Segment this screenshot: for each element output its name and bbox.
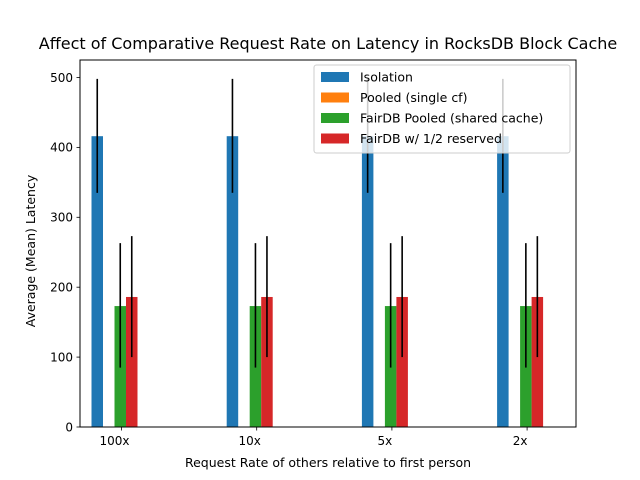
chart-title: Affect of Comparative Request Rate on La… <box>39 34 617 53</box>
legend-label: Isolation <box>360 70 413 85</box>
legend-swatch <box>321 133 349 144</box>
legend: Isolation Pooled (single cf) FairDB Pooled… <box>313 64 571 154</box>
y-axis-ticks: 0 100 200 300 400 500 <box>50 71 80 434</box>
x-axis-ticks: 100x 10x 5x 2x <box>99 427 528 448</box>
bar <box>261 296 273 427</box>
axes-frame <box>79 59 577 428</box>
x-tick-label: 10x <box>239 434 261 448</box>
x-tick-label: 100x <box>99 434 129 448</box>
legend-swatch <box>321 113 349 123</box>
bar <box>396 296 408 427</box>
legend-label: FairDB Pooled (shared cache) <box>360 111 543 126</box>
legend-swatch <box>321 92 349 103</box>
bar <box>361 136 374 427</box>
bar <box>531 296 544 427</box>
bar <box>497 136 509 427</box>
y-axis-label: Average (Mean) Latency <box>23 174 38 327</box>
y-tick-label: 200 <box>50 280 73 294</box>
x-tick-label: 2x <box>513 434 528 448</box>
legend-label: FairDB w/ 1/2 reserved <box>360 131 502 146</box>
y-tick-label: 500 <box>50 71 73 85</box>
y-tick-label: 0 <box>65 420 73 434</box>
legend-label: Pooled (single cf) <box>360 90 467 105</box>
y-tick-label: 400 <box>50 141 73 155</box>
bar <box>126 296 138 427</box>
bar <box>226 136 239 427</box>
y-tick-label: 300 <box>50 211 73 225</box>
bar <box>91 136 103 427</box>
legend-box <box>313 64 571 154</box>
x-tick-label: 5x <box>378 434 393 448</box>
x-axis-label: Request Rate of others relative to first… <box>185 455 471 470</box>
y-tick-label: 100 <box>50 350 73 364</box>
legend-swatch <box>321 72 349 82</box>
